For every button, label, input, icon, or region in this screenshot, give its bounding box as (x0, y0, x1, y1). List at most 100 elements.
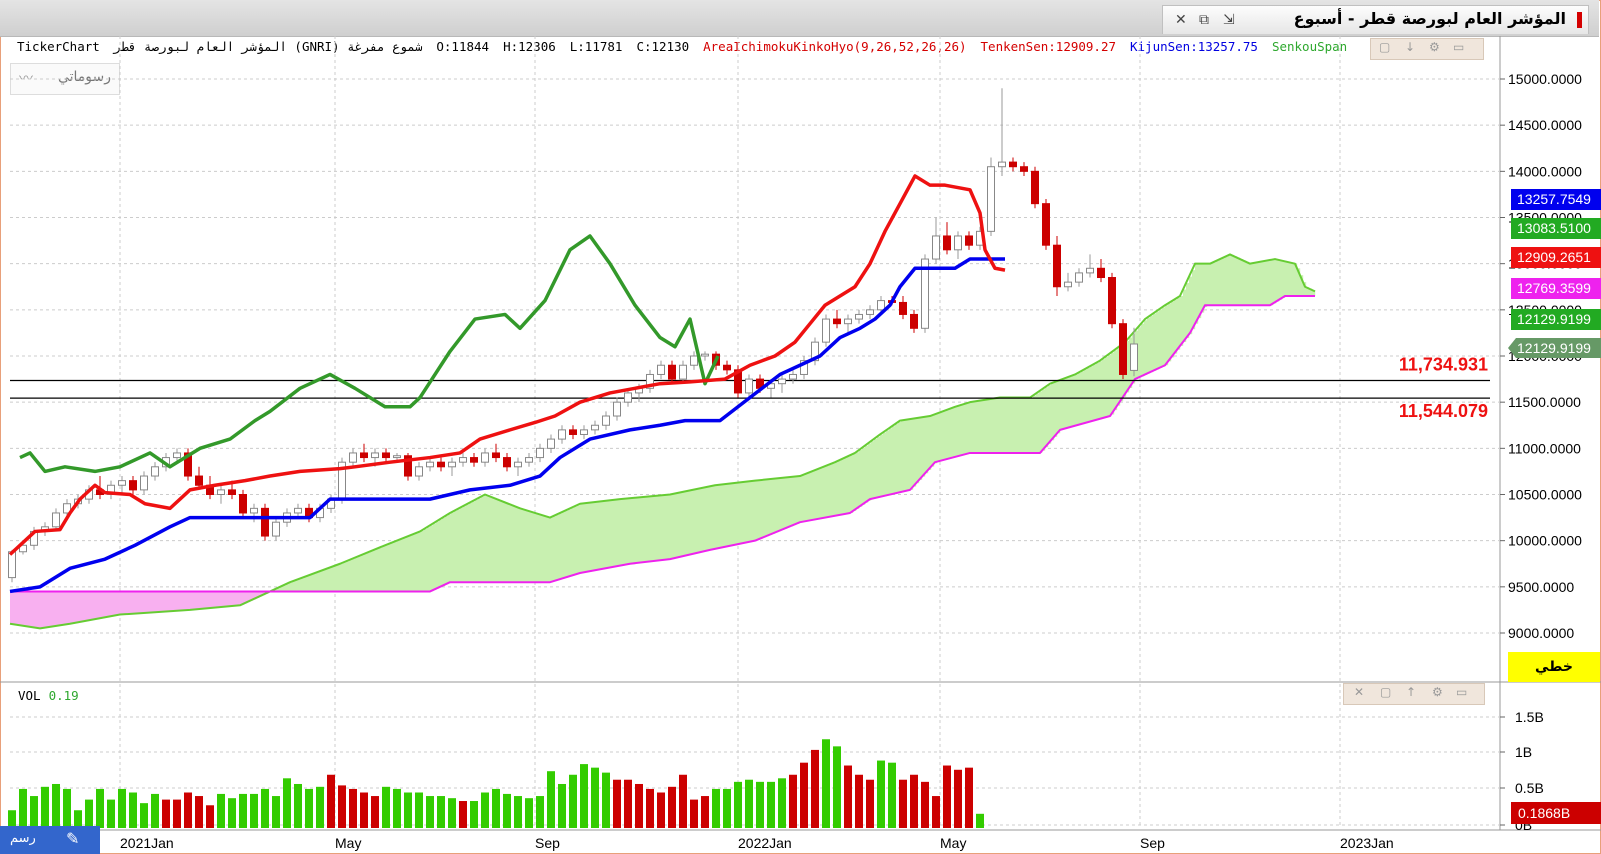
candle-up (679, 364, 687, 380)
more-icon[interactable]: ▭ (1453, 40, 1465, 54)
volume-bar (316, 786, 324, 828)
cloud-slice (232, 591, 236, 607)
cloud-slice (736, 482, 740, 545)
cloud-slice (493, 497, 497, 583)
maximize-icon[interactable]: ▢ (1379, 40, 1391, 54)
settings-icon[interactable]: ⚙ (1429, 40, 1440, 54)
x-tick-label: 2023Jan (1340, 835, 1394, 851)
cloud-slice (22, 591, 26, 626)
cloud-slice (703, 487, 707, 552)
cloud-slice (145, 591, 149, 613)
restore-icon[interactable]: ⧉ (1199, 12, 1209, 28)
price-badge-label: 12129.9199 (1517, 340, 1591, 356)
cloud-slice (34, 591, 38, 628)
chart-tab[interactable]: المؤشر العام لبورصة قطر - أسبوع ✕ ⧉ ⇲ (1162, 5, 1589, 34)
cloud-slice (1012, 397, 1016, 453)
cloud-slice (364, 553, 368, 592)
cloud-slice (277, 588, 281, 592)
y-tick-label: 9500.0000 (1508, 579, 1574, 595)
cloud-slice (337, 564, 341, 592)
cloud-slice (103, 591, 107, 618)
move-down-icon[interactable]: ↓ (1405, 40, 1416, 54)
cloud-slice (307, 575, 311, 592)
candle-up (63, 503, 71, 514)
horizontal-line-label: 11,544.079 (1399, 401, 1488, 421)
cloud-slice (505, 502, 509, 583)
cloud-slice (793, 476, 797, 526)
volume-panel-buttons[interactable]: ✕ ▢ ↑ ⚙ ▭ (1343, 683, 1485, 705)
cloud-slice (424, 528, 428, 592)
my-drawings-label: رسوماتي (57, 69, 111, 85)
cloud-slice (733, 483, 737, 546)
cloud-slice (256, 591, 260, 598)
pencil-icon: ✎ (66, 829, 80, 848)
maximize-icon[interactable]: ▢ (1380, 685, 1392, 699)
settings-icon[interactable]: ⚙ (1432, 685, 1443, 699)
cloud-slice (175, 591, 179, 611)
cloud-slice (649, 496, 653, 562)
price-panel-buttons[interactable]: ▢ ↓ ⚙ ▭ (1370, 38, 1484, 60)
volume-bar (19, 788, 27, 828)
cloud-slice (199, 591, 203, 610)
cloud-slice (79, 591, 83, 623)
cloud-slice (940, 412, 944, 461)
volume-bar (844, 765, 852, 828)
candle-up (547, 438, 555, 449)
move-up-icon[interactable]: ↑ (1406, 685, 1417, 699)
candle-up (514, 461, 522, 468)
volume-bar (327, 774, 335, 828)
cloud-slice (376, 548, 380, 592)
more-icon[interactable]: ▭ (1456, 685, 1468, 699)
cloud-slice (58, 591, 62, 626)
draw-tab[interactable]: رسم ✎ (0, 826, 100, 854)
cloud-slice (91, 591, 95, 620)
cloud-slice (802, 475, 806, 522)
cloud-slice (577, 505, 581, 574)
cloud-slice (664, 495, 668, 560)
cloud-slice (1075, 374, 1079, 426)
cloud-slice (811, 471, 815, 521)
cloud-slice (1174, 299, 1178, 354)
candle-down (404, 455, 412, 477)
cloud-slice (223, 591, 227, 607)
cloud-slice (1159, 309, 1163, 369)
cloud-slice (1084, 369, 1088, 424)
cloud-slice (1066, 377, 1070, 429)
close-panel-icon[interactable]: ✕ (1354, 685, 1365, 699)
volume-bar (96, 788, 104, 828)
cloud-slice (1051, 383, 1055, 441)
cloud-slice (1018, 397, 1022, 453)
cloud-slice (1282, 260, 1286, 298)
volume-bar (624, 779, 632, 828)
candle-down (492, 452, 500, 459)
close-icon[interactable]: ✕ (1175, 12, 1187, 28)
volume-bars (8, 739, 984, 828)
candle-down (195, 475, 203, 486)
cloud-slice (1147, 317, 1151, 374)
cloud-slice (1270, 259, 1274, 306)
cloud-slice (319, 571, 323, 592)
cloud-slice (382, 546, 386, 592)
candle-down (1053, 244, 1061, 288)
cloud-slice (1192, 270, 1196, 330)
cloud-slice (805, 474, 809, 522)
line-chart-button[interactable]: خطي (1508, 652, 1600, 682)
cloud-slice (1036, 393, 1040, 453)
candle-up (954, 235, 962, 251)
volume-bar (85, 799, 93, 828)
cloud-slice (1045, 387, 1049, 448)
cloud-slice (544, 515, 548, 583)
cloud-slice (157, 591, 161, 613)
cloud-slice (322, 570, 326, 592)
cloud-slice (394, 541, 398, 592)
volume-bar (690, 799, 698, 828)
cloud-slice (1015, 397, 1019, 453)
candle-down (184, 452, 192, 477)
candle-up (1130, 343, 1138, 371)
cloud-slice (850, 455, 854, 513)
cloud-slice (259, 591, 263, 597)
cloud-slice (658, 495, 662, 561)
pin-icon[interactable]: ⇲ (1223, 12, 1235, 28)
volume-bar (195, 796, 203, 828)
